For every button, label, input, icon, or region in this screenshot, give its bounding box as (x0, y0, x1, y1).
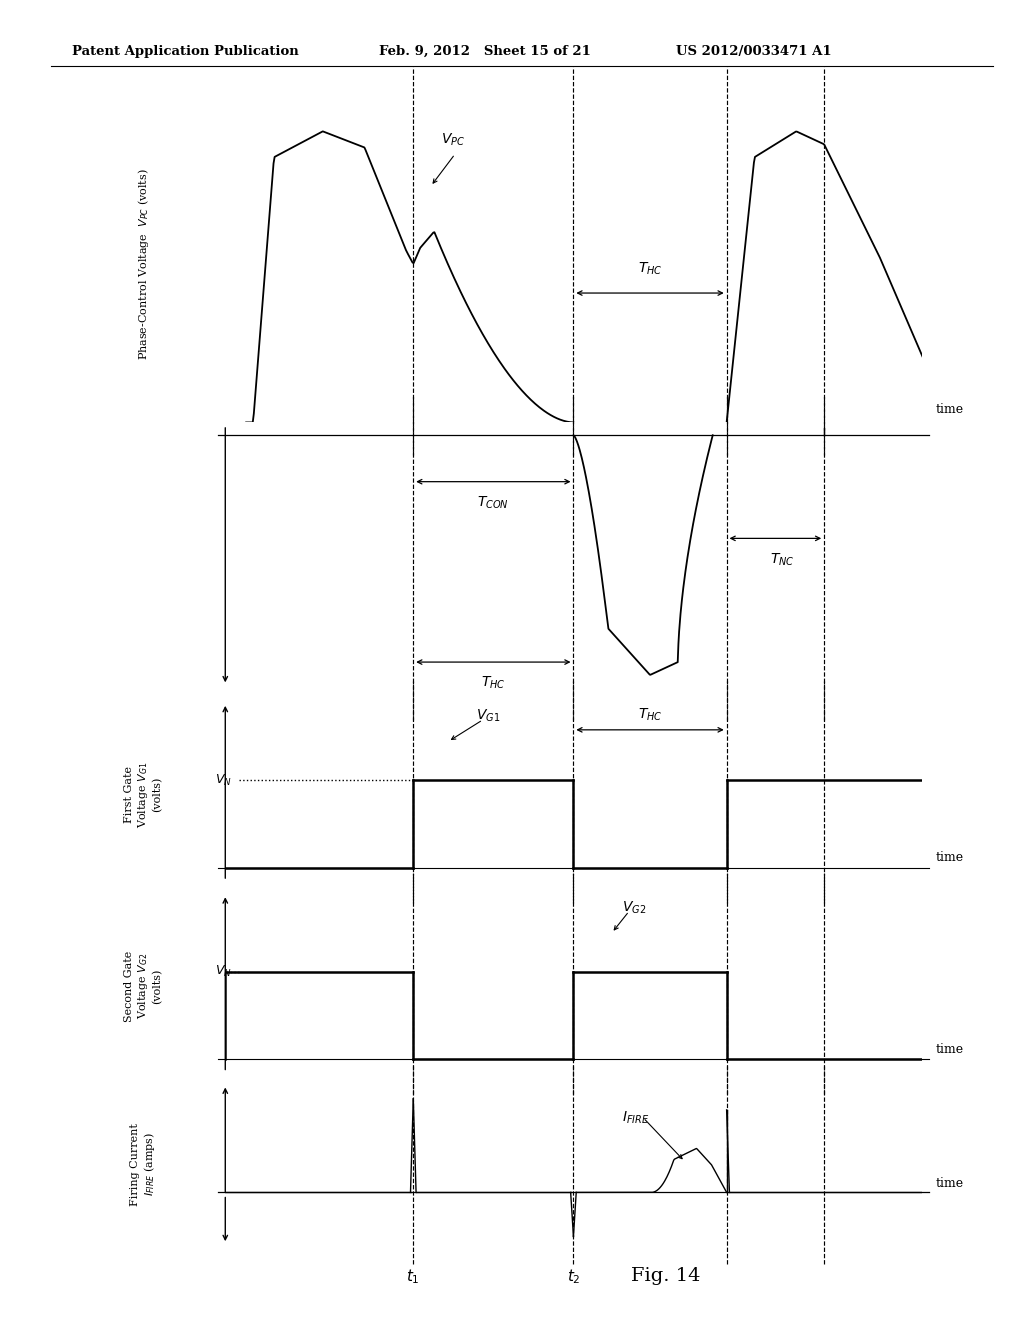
Text: $V_N$: $V_N$ (215, 964, 232, 979)
Text: $T_{HC}$: $T_{HC}$ (638, 706, 663, 723)
Text: Fig. 14: Fig. 14 (631, 1267, 700, 1286)
Text: Feb. 9, 2012   Sheet 15 of 21: Feb. 9, 2012 Sheet 15 of 21 (379, 45, 591, 58)
Text: Second Gate
Voltage $V_{G2}$
(volts): Second Gate Voltage $V_{G2}$ (volts) (124, 950, 163, 1022)
Text: $V_{PC}$: $V_{PC}$ (441, 131, 465, 148)
Text: Patent Application Publication: Patent Application Publication (72, 45, 298, 58)
Text: time: time (936, 1043, 964, 1056)
Text: time: time (936, 851, 964, 865)
Text: $t_1$: $t_1$ (407, 1267, 420, 1286)
Text: time: time (936, 403, 964, 416)
Text: $T_{HC}$: $T_{HC}$ (638, 260, 663, 277)
Text: First Gate
Voltage $V_{G1}$
(volts): First Gate Voltage $V_{G1}$ (volts) (124, 762, 163, 828)
Text: $V_N$: $V_N$ (215, 772, 232, 788)
Text: time: time (936, 1177, 964, 1191)
Text: $T_{HC}$: $T_{HC}$ (481, 675, 506, 692)
Text: US 2012/0033471 A1: US 2012/0033471 A1 (676, 45, 831, 58)
Text: $T_{CON}$: $T_{CON}$ (477, 495, 509, 511)
Text: $t_2$: $t_2$ (566, 1267, 581, 1286)
Text: Firing Current
$I_{FIRE}$ (amps): Firing Current $I_{FIRE}$ (amps) (130, 1123, 157, 1205)
Text: Phase-Control Voltage  $V_{PC}$ (volts): Phase-Control Voltage $V_{PC}$ (volts) (136, 168, 151, 360)
Text: $T_{NC}$: $T_{NC}$ (770, 552, 795, 568)
Text: $I_{FIRE}$: $I_{FIRE}$ (623, 1110, 649, 1126)
Text: $V_{G1}$: $V_{G1}$ (476, 708, 500, 725)
Text: $V_{G2}$: $V_{G2}$ (623, 899, 646, 916)
